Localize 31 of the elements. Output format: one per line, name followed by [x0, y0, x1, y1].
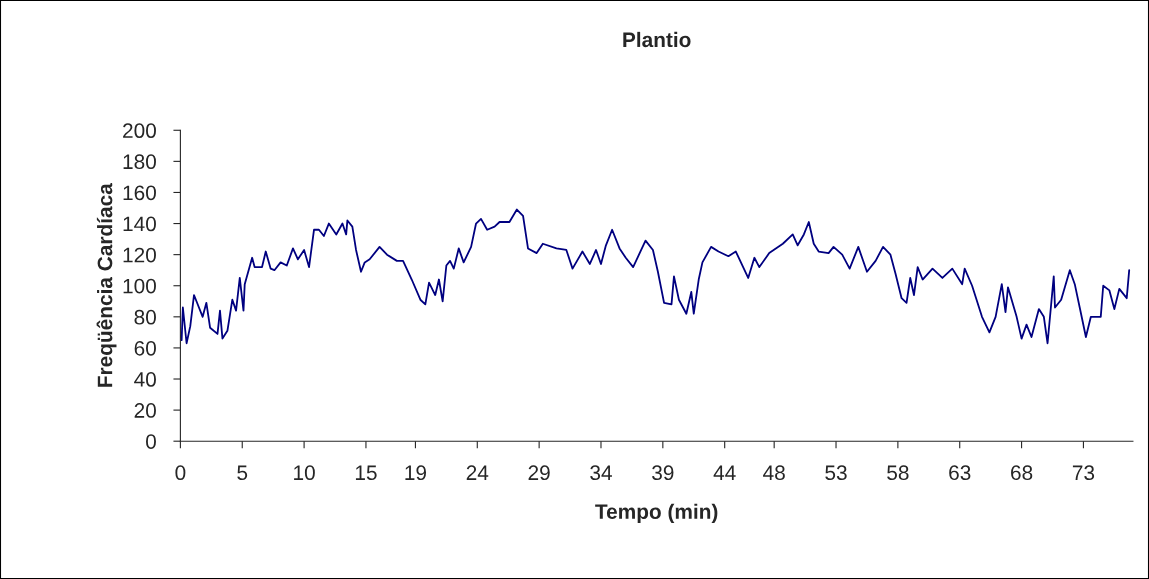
y-tick-label: 140	[123, 216, 156, 232]
chart-title: Plantio	[623, 31, 691, 48]
y-tick-label: 180	[123, 154, 156, 170]
y-tick-label: 20	[134, 403, 156, 418]
x-tick-label: 39	[652, 465, 674, 481]
x-tick-label: 10	[294, 465, 315, 481]
x-tick-label: 63	[949, 465, 971, 481]
y-tick-label: 120	[123, 247, 156, 263]
y-axis-title: Freqüência Cardíaca	[96, 183, 117, 387]
x-tick-label: 24	[466, 465, 489, 480]
y-tick-label: 0	[146, 434, 156, 449]
y-tick-label: 200	[123, 123, 156, 139]
y-tick-label: 100	[123, 278, 156, 294]
x-tick-label: 15	[355, 465, 377, 481]
x-tick-label: 58	[887, 465, 909, 481]
x-tick-label: 73	[1072, 465, 1095, 481]
x-tick-label: 34	[590, 465, 612, 481]
x-tick-label: 53	[825, 465, 847, 481]
x-tick-label: 44	[713, 465, 736, 480]
line-series	[180, 208, 1131, 345]
x-tick-label: 48	[763, 465, 785, 481]
y-tick-label: 60	[134, 340, 156, 356]
x-tick-label: 19	[405, 465, 427, 481]
y-tick-label: 40	[134, 372, 156, 387]
x-axis-title: Tempo (min)	[595, 503, 718, 524]
y-tick-label: 80	[134, 309, 156, 325]
x-tick-label: 5	[237, 465, 248, 481]
x-tick-label: 29	[528, 465, 550, 481]
x-tick-label: 68	[1011, 465, 1033, 481]
x-tick-label: 0	[175, 465, 186, 481]
y-tick-label: 160	[123, 185, 156, 201]
